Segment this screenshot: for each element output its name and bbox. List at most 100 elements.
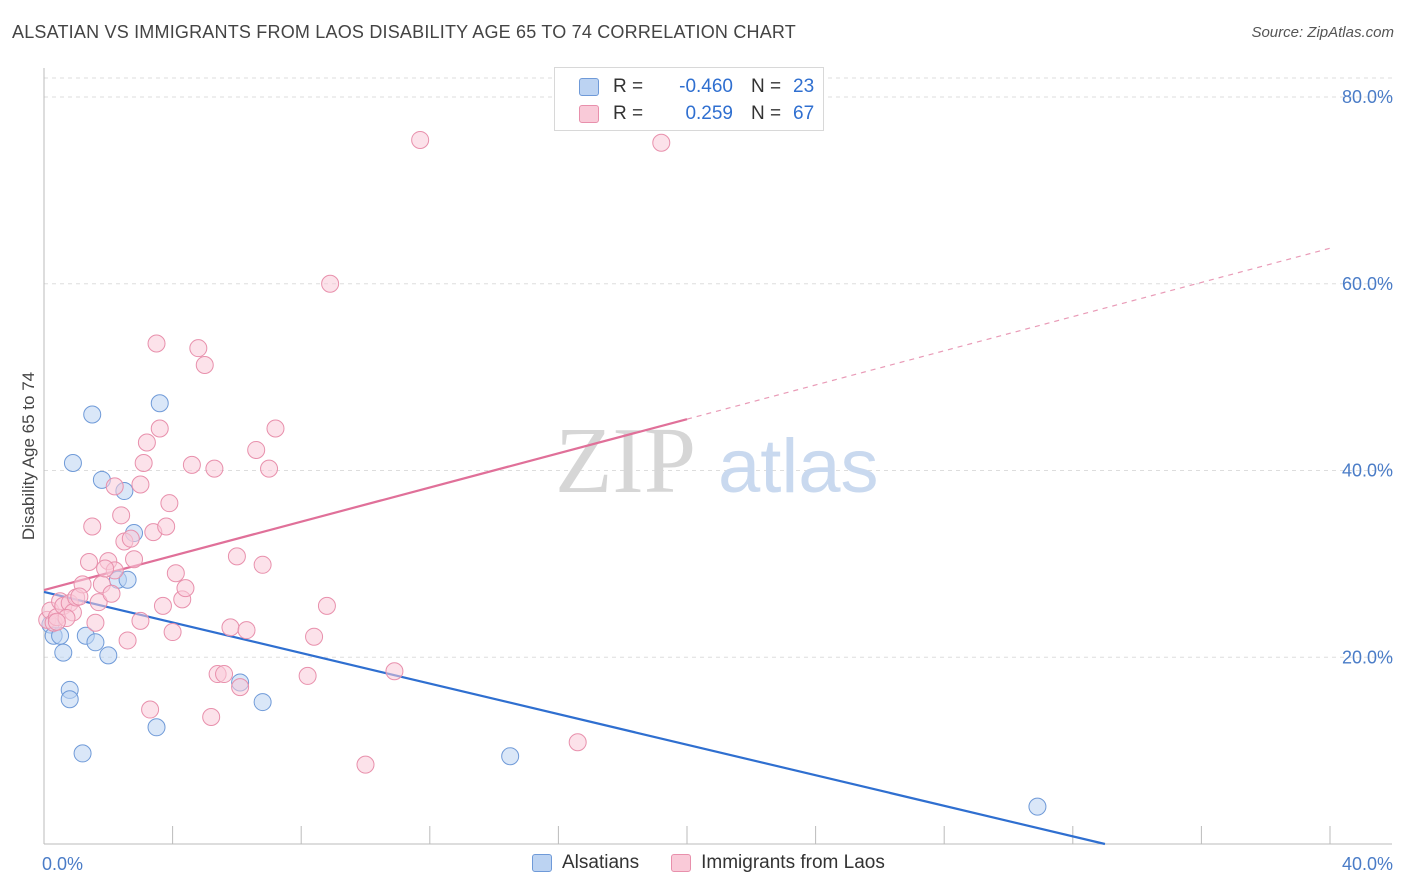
point-laos (105, 477, 124, 496)
point-laos (215, 665, 234, 684)
legend-swatch-pink (579, 105, 599, 123)
point-laos (96, 559, 115, 578)
legend-n-label: N = (751, 76, 782, 97)
point-laos (89, 593, 108, 612)
point-laos (221, 618, 240, 637)
point-laos (231, 678, 250, 697)
legend-label-laos: Immigrants from Laos (701, 852, 885, 873)
point-laos (150, 419, 169, 438)
legend-row-alsatians: R = -0.460 N = 23 (579, 74, 814, 100)
point-laos (80, 553, 99, 572)
point-laos (182, 455, 201, 474)
trend-line-laos-extension (686, 247, 1331, 420)
chart-title: ALSATIAN VS IMMIGRANTS FROM LAOS DISABIL… (12, 22, 796, 42)
point-alsatians (118, 570, 137, 589)
series-legend: Alsatians Immigrants from Laos (532, 852, 917, 874)
y-tick-label: 60.0% (1342, 274, 1393, 294)
point-alsatians (63, 454, 82, 473)
point-laos (195, 355, 214, 374)
point-laos (356, 755, 375, 774)
correlation-legend: R = -0.460 N = 23 R = 0.259 N = 67 (554, 67, 824, 131)
point-alsatians (99, 646, 118, 665)
point-alsatians (501, 747, 520, 766)
legend-r-value: -0.460 (679, 76, 733, 97)
legend-n-label: N = (751, 103, 782, 124)
legend-r-label: R = (613, 103, 644, 124)
point-laos (102, 584, 121, 603)
trend-line-alsatians (43, 590, 1106, 846)
y-axis-label: Disability Age 65 to 74 (19, 372, 38, 540)
point-laos (147, 334, 166, 353)
point-alsatians (60, 690, 79, 709)
point-laos (411, 130, 430, 149)
legend-label-alsatians: Alsatians (562, 852, 640, 873)
legend-r-value: 0.259 (685, 103, 733, 124)
point-laos (202, 708, 221, 727)
x-tick-label: 0.0% (42, 854, 83, 874)
point-laos (237, 621, 256, 640)
watermark: ZIP atlas (555, 409, 879, 513)
trend-line-laos (43, 418, 688, 592)
point-laos (131, 475, 150, 494)
point-alsatians (150, 394, 169, 413)
point-laos (137, 433, 156, 452)
point-laos (70, 587, 89, 606)
point-alsatians (86, 633, 105, 652)
watermark-zip: ZIP (555, 409, 696, 513)
point-laos (266, 419, 285, 438)
legend-swatch-blue (532, 854, 552, 872)
point-laos (227, 547, 246, 566)
point-laos (141, 700, 160, 719)
point-laos (321, 274, 340, 293)
y-tick-label: 80.0% (1342, 87, 1393, 107)
legend-row-laos: R = 0.259 N = 67 (579, 101, 814, 127)
point-laos (153, 596, 172, 615)
axis-labels: 20.0% 40.0% 60.0% 80.0% 0.0% 40.0% Disability … (19, 87, 1393, 874)
point-laos (163, 623, 182, 642)
watermark-atlas: atlas (718, 424, 879, 509)
point-laos (652, 133, 671, 152)
point-laos (385, 662, 404, 681)
point-laos (260, 459, 279, 478)
legend-item-alsatians[interactable]: Alsatians (532, 852, 639, 874)
point-laos (305, 627, 324, 646)
point-laos (160, 494, 179, 513)
point-alsatians (54, 643, 73, 662)
point-alsatians (73, 744, 92, 763)
y-tick-label: 20.0% (1342, 647, 1393, 667)
point-laos (157, 517, 176, 536)
point-alsatians (83, 405, 102, 424)
point-laos (317, 596, 336, 615)
point-laos (189, 339, 208, 358)
x-tick-label: 40.0% (1342, 854, 1393, 874)
axes (43, 68, 1392, 845)
point-laos (205, 459, 224, 478)
legend-swatch-pink (671, 854, 692, 872)
point-laos (298, 666, 317, 685)
point-alsatians (1028, 797, 1047, 816)
point-laos (176, 579, 195, 598)
legend-swatch-blue (579, 78, 599, 96)
y-tick-label: 40.0% (1342, 461, 1393, 481)
point-laos (568, 733, 587, 752)
data-points (38, 130, 1047, 816)
legend-r-label: R = (613, 76, 644, 97)
point-laos (253, 555, 272, 574)
point-laos (47, 612, 66, 631)
point-laos (112, 506, 131, 525)
point-laos (134, 454, 153, 473)
point-alsatians (253, 693, 272, 712)
grid-lines (44, 77, 1392, 658)
legend-item-laos[interactable]: Immigrants from Laos (671, 852, 885, 874)
trend-lines (43, 247, 1331, 846)
source-label: Source: ZipAtlas.com (1251, 24, 1394, 41)
point-laos (86, 613, 105, 632)
point-laos (125, 550, 144, 569)
point-alsatians (147, 718, 166, 737)
point-laos (121, 529, 140, 548)
legend-n-value: 67 (793, 103, 815, 124)
point-laos (131, 611, 150, 630)
point-laos (118, 631, 137, 650)
point-laos (83, 517, 102, 536)
